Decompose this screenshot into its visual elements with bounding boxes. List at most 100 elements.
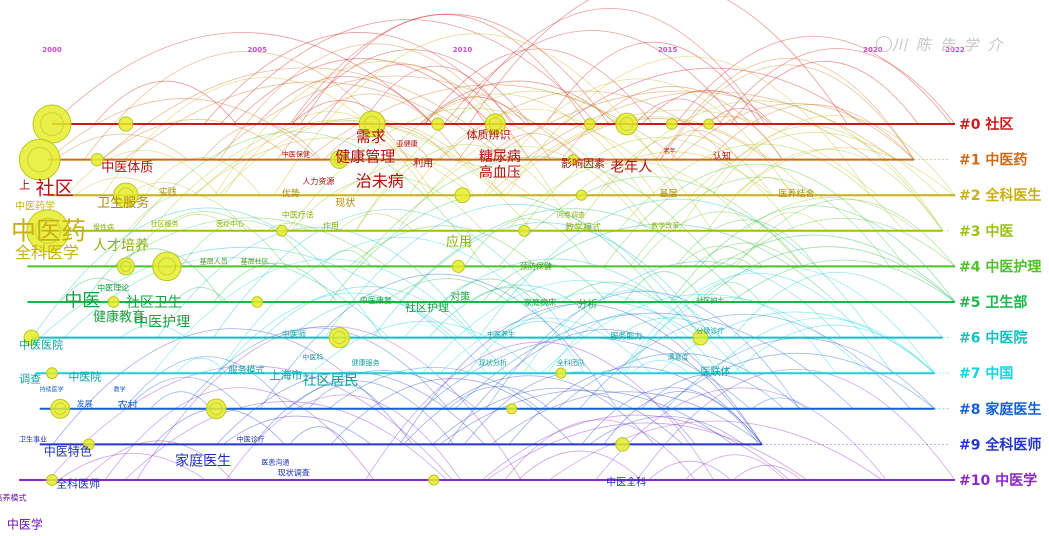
keyword-label: 农村	[118, 399, 138, 412]
link-arc	[323, 125, 452, 160]
keyword-label: 中医学	[7, 517, 43, 532]
keyword-node	[50, 398, 71, 419]
keyword-label: 健康教育	[93, 309, 145, 325]
link-arc	[439, 317, 652, 374]
link-arc	[361, 65, 512, 125]
link-arc	[498, 176, 803, 267]
keyword-label: 利用	[413, 158, 433, 170]
link-arc	[675, 36, 952, 125]
link-arcs	[32, 0, 956, 481]
link-arc	[710, 317, 935, 374]
keyword-label: 基层社区	[241, 257, 269, 266]
keyword-label: 作用	[323, 220, 339, 230]
link-arc	[149, 119, 534, 232]
keyword-label: 现状调查	[278, 468, 310, 478]
keyword-label: 应用	[446, 234, 472, 250]
link-arc	[428, 284, 613, 338]
year-axis: 2000 2005 2010 2015 2020 2022	[42, 46, 965, 54]
link-arc	[424, 48, 653, 125]
keyword-node	[90, 153, 104, 167]
link-arc	[136, 326, 522, 481]
link-arc	[291, 49, 531, 125]
keyword-node	[330, 150, 349, 169]
keyword-node	[26, 209, 70, 253]
link-arc	[101, 67, 512, 160]
link-arc	[262, 286, 475, 338]
keyword-node	[506, 403, 518, 415]
link-arc	[481, 414, 790, 481]
link-arc	[637, 211, 804, 267]
link-arc	[648, 460, 732, 481]
link-arc	[439, 90, 732, 160]
keyword-label: 教学模式	[565, 221, 601, 233]
link-arc	[486, 422, 808, 481]
keyword-node	[583, 118, 596, 130]
keyword-label: 家庭医生	[175, 452, 231, 469]
link-arc	[733, 324, 935, 374]
keyword-label: 需求	[356, 128, 386, 146]
link-arc	[423, 96, 527, 125]
keyword-label: 中医科	[302, 353, 323, 362]
link-arc	[447, 329, 763, 445]
keyword-label: 人才培养	[93, 238, 149, 254]
keyword-node-ring	[619, 116, 634, 132]
link-arc	[693, 242, 799, 267]
cluster-label: #4 中医护理	[959, 258, 1041, 275]
link-arc	[675, 219, 818, 267]
keyword-label: 亚健康	[397, 139, 418, 148]
keyword-label: 中医全科	[606, 475, 646, 488]
link-arc	[84, 440, 233, 481]
keyword-node	[46, 474, 58, 486]
link-arc	[320, 63, 487, 125]
link-arc	[504, 419, 696, 481]
link-arc	[124, 81, 506, 160]
link-arc	[710, 257, 753, 267]
link-arc	[485, 133, 581, 160]
link-arc	[104, 387, 375, 481]
link-arc	[706, 148, 944, 232]
keyword-node-ring	[363, 115, 381, 133]
link-arc	[669, 205, 956, 303]
link-arc	[101, 119, 294, 160]
link-arc	[311, 321, 538, 374]
link-arc	[657, 311, 935, 374]
link-arc	[175, 357, 227, 374]
keyword-label: 服务模式	[228, 364, 264, 376]
keyword-label: 分析	[577, 297, 597, 310]
link-arc	[212, 209, 572, 338]
keyword-label: 满意度	[668, 353, 689, 362]
keyword-node	[118, 116, 134, 132]
link-arc	[355, 156, 720, 267]
link-arc	[624, 271, 705, 303]
link-arc	[631, 360, 689, 374]
keyword-node-ring	[333, 153, 346, 166]
link-arc	[629, 176, 890, 267]
link-arc	[289, 13, 610, 125]
link-arc	[93, 80, 237, 125]
keyword-label: 中医特色	[44, 444, 92, 459]
keyword-label: 持续医学	[40, 385, 64, 393]
link-arc	[735, 198, 956, 267]
link-arc	[66, 150, 219, 196]
link-arc	[751, 397, 807, 410]
link-arc	[194, 120, 504, 196]
keyword-label: 调查	[19, 371, 41, 385]
keyword-label: 全科医师	[56, 476, 100, 490]
keyword-label: 慢性病	[93, 223, 114, 232]
keyword-label: 现状	[335, 196, 355, 209]
keyword-node-ring	[26, 146, 53, 173]
keyword-label: 服务能力	[610, 331, 642, 341]
link-arc	[300, 13, 588, 125]
link-arc	[636, 368, 956, 481]
link-arc	[157, 226, 478, 338]
cluster-label: #10 中医学	[959, 472, 1037, 489]
keyword-node	[152, 251, 182, 282]
link-arc	[596, 134, 773, 196]
link-arc	[408, 108, 657, 196]
link-arc	[482, 263, 607, 303]
keyword-node	[575, 189, 588, 201]
link-arc	[522, 289, 749, 374]
watermark-seal-icon	[876, 36, 892, 52]
link-arc	[162, 213, 234, 232]
